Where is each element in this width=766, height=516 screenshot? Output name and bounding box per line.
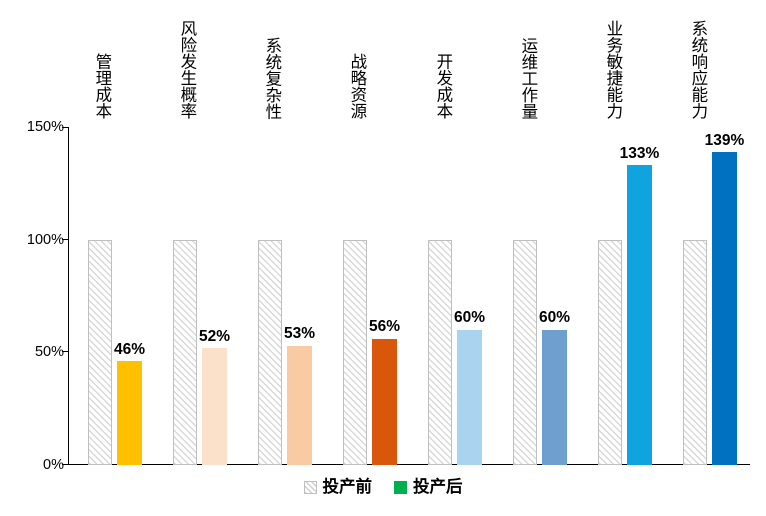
bar-after[interactable] bbox=[712, 151, 737, 465]
bar-before[interactable] bbox=[428, 239, 452, 465]
y-axis-tick-100 bbox=[62, 238, 68, 240]
y-axis-line bbox=[68, 127, 69, 465]
category-label-4: 开发成本 bbox=[433, 53, 452, 119]
bar-value-label: 133% bbox=[619, 145, 660, 162]
bar-value-label: 60% bbox=[453, 309, 486, 326]
bar-group: 56% bbox=[331, 127, 410, 465]
bar-value-label: 46% bbox=[113, 340, 146, 358]
bar-group: 133% bbox=[586, 127, 665, 465]
bar-before[interactable] bbox=[343, 239, 367, 465]
category-label-0: 管理成本 bbox=[92, 53, 111, 119]
category-label-7: 系统响应能力 bbox=[688, 20, 707, 119]
bar-group: 139% bbox=[671, 127, 750, 465]
bar-after[interactable] bbox=[117, 361, 142, 465]
bar-group: 53% bbox=[246, 127, 325, 465]
bar-value-label: 56% bbox=[368, 318, 401, 335]
bar-before[interactable] bbox=[173, 239, 197, 465]
bar-value-label: 53% bbox=[283, 325, 316, 342]
bar-before[interactable] bbox=[88, 239, 112, 465]
legend-label-after: 投产后 bbox=[413, 478, 463, 496]
bar-group: 60% bbox=[416, 127, 495, 465]
y-tick-label-100: 100% bbox=[26, 231, 64, 248]
y-tick-label-150: 150% bbox=[26, 119, 64, 135]
legend-swatch-after-icon bbox=[394, 480, 407, 494]
legend-item-after[interactable]: 投产后 bbox=[394, 479, 463, 496]
y-axis-tick-150 bbox=[62, 127, 68, 128]
bar-group: 52% bbox=[161, 127, 240, 465]
y-axis-tick-50 bbox=[62, 351, 68, 353]
bar-value-label: 139% bbox=[704, 131, 745, 149]
x-axis-line bbox=[68, 464, 750, 465]
category-label-3: 战略资源 bbox=[347, 53, 366, 119]
bar-before[interactable] bbox=[513, 239, 537, 465]
bar-value-label: 52% bbox=[198, 327, 231, 345]
bar-after[interactable] bbox=[542, 329, 567, 465]
plot-area: 46% 52% 53% 56% 60% bbox=[68, 127, 750, 465]
legend-label-before: 投产前 bbox=[322, 478, 373, 496]
bar-after[interactable] bbox=[627, 165, 652, 465]
bar-after[interactable] bbox=[287, 345, 312, 465]
legend-item-before[interactable]: 投产前 bbox=[303, 478, 373, 496]
y-tick-label-0: 0% bbox=[43, 457, 64, 473]
bar-before[interactable] bbox=[258, 239, 282, 465]
bar-before[interactable] bbox=[683, 239, 707, 465]
legend: 投产前 投产后 bbox=[0, 479, 766, 496]
category-label-6: 业务敏捷能力 bbox=[603, 20, 622, 119]
legend-swatch-before-icon bbox=[303, 480, 317, 494]
bar-after[interactable] bbox=[457, 329, 482, 465]
bar-before[interactable] bbox=[598, 239, 622, 465]
bar-after[interactable] bbox=[202, 347, 227, 465]
bar-after[interactable] bbox=[372, 338, 397, 465]
category-label-5: 运维工作量 bbox=[518, 36, 537, 120]
category-label-2: 系统复杂性 bbox=[262, 36, 281, 120]
y-tick-label-50: 50% bbox=[34, 344, 64, 361]
category-label-1: 风险发生概率 bbox=[177, 20, 196, 119]
bar-value-label: 60% bbox=[538, 309, 571, 326]
y-axis-tick-0 bbox=[62, 464, 68, 465]
bar-group: 46% bbox=[76, 127, 155, 465]
bar-group: 60% bbox=[501, 127, 580, 465]
